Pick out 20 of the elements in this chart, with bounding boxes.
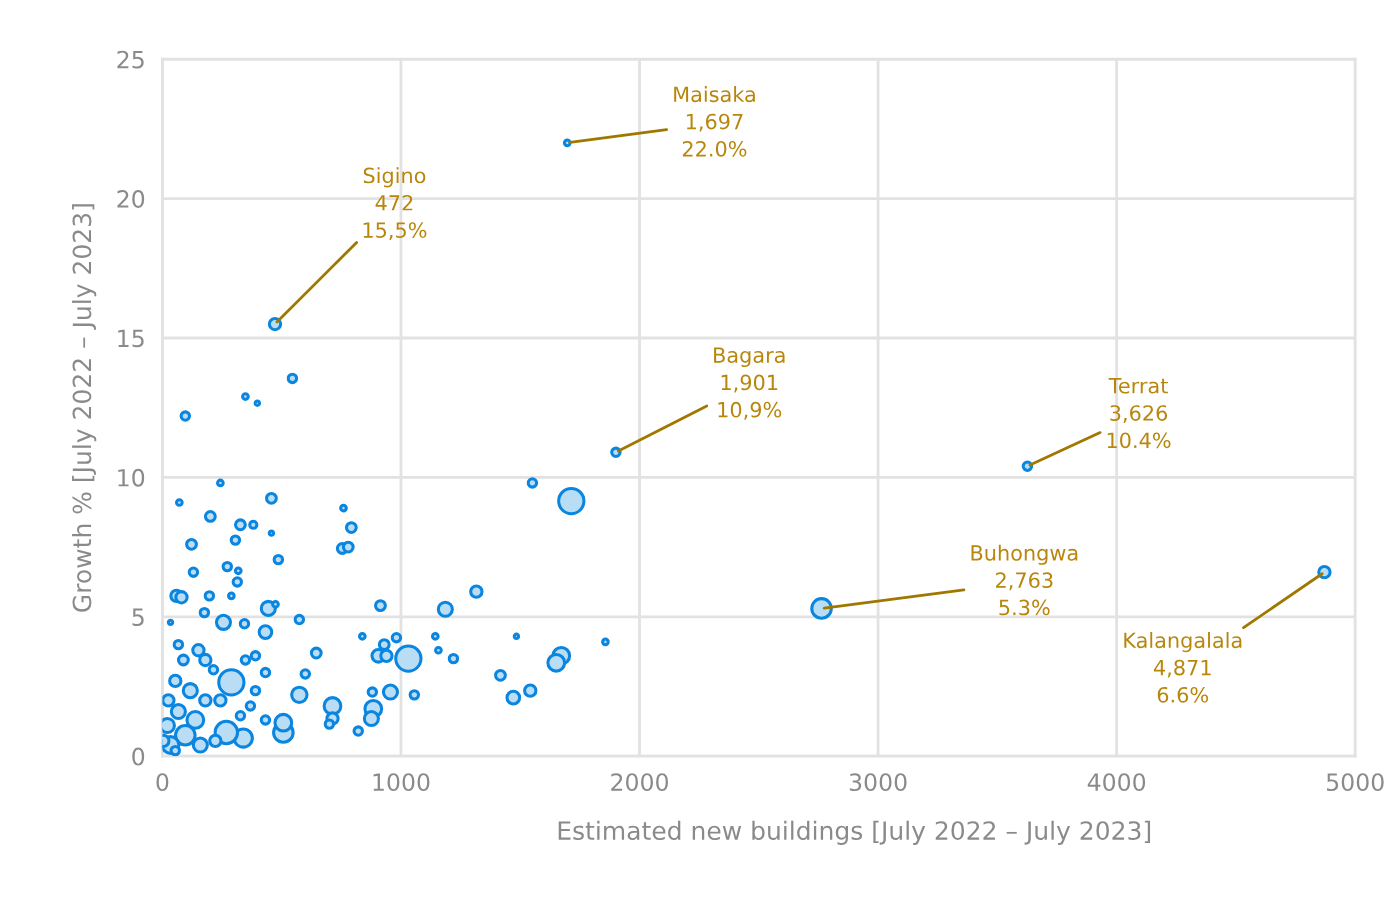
x-tick-label: 3000 [849, 773, 907, 792]
annotation: Terrat 3,626 10.4% [1107, 378, 1171, 449]
y-axis-title: Growth % [July 2022 – July 2023] [72, 204, 97, 612]
y-tick-label: 5 [132, 608, 144, 627]
annotation: Bagara 1,901 10,9% [714, 347, 785, 420]
x-tick-label: 0 [156, 773, 169, 792]
y-tick-label: 15 [118, 329, 144, 348]
annotation: Maisaka 1,697 22.0% [674, 86, 755, 157]
annotation: Kalangalala 4,871 6.6% [1124, 632, 1242, 703]
x-tick-label: 2000 [611, 773, 668, 792]
x-tick-label: 5000 [1326, 773, 1384, 792]
y-tick-label: 10 [118, 468, 145, 487]
x-tick-label: 1000 [373, 773, 430, 792]
y-tick-label: 20 [117, 190, 145, 208]
x-axis-title: Estimated new buildings [July 2022 – July 2023] [558, 820, 1151, 845]
x-tick-label: 4000 [1087, 773, 1146, 792]
y-tick-label: 0 [132, 747, 145, 766]
annotation: Buhongwa 2,763 5.3% [971, 544, 1078, 616]
y-tick-label: 25 [117, 50, 144, 69]
annotation: Sigino 472 15,5% [363, 167, 427, 241]
